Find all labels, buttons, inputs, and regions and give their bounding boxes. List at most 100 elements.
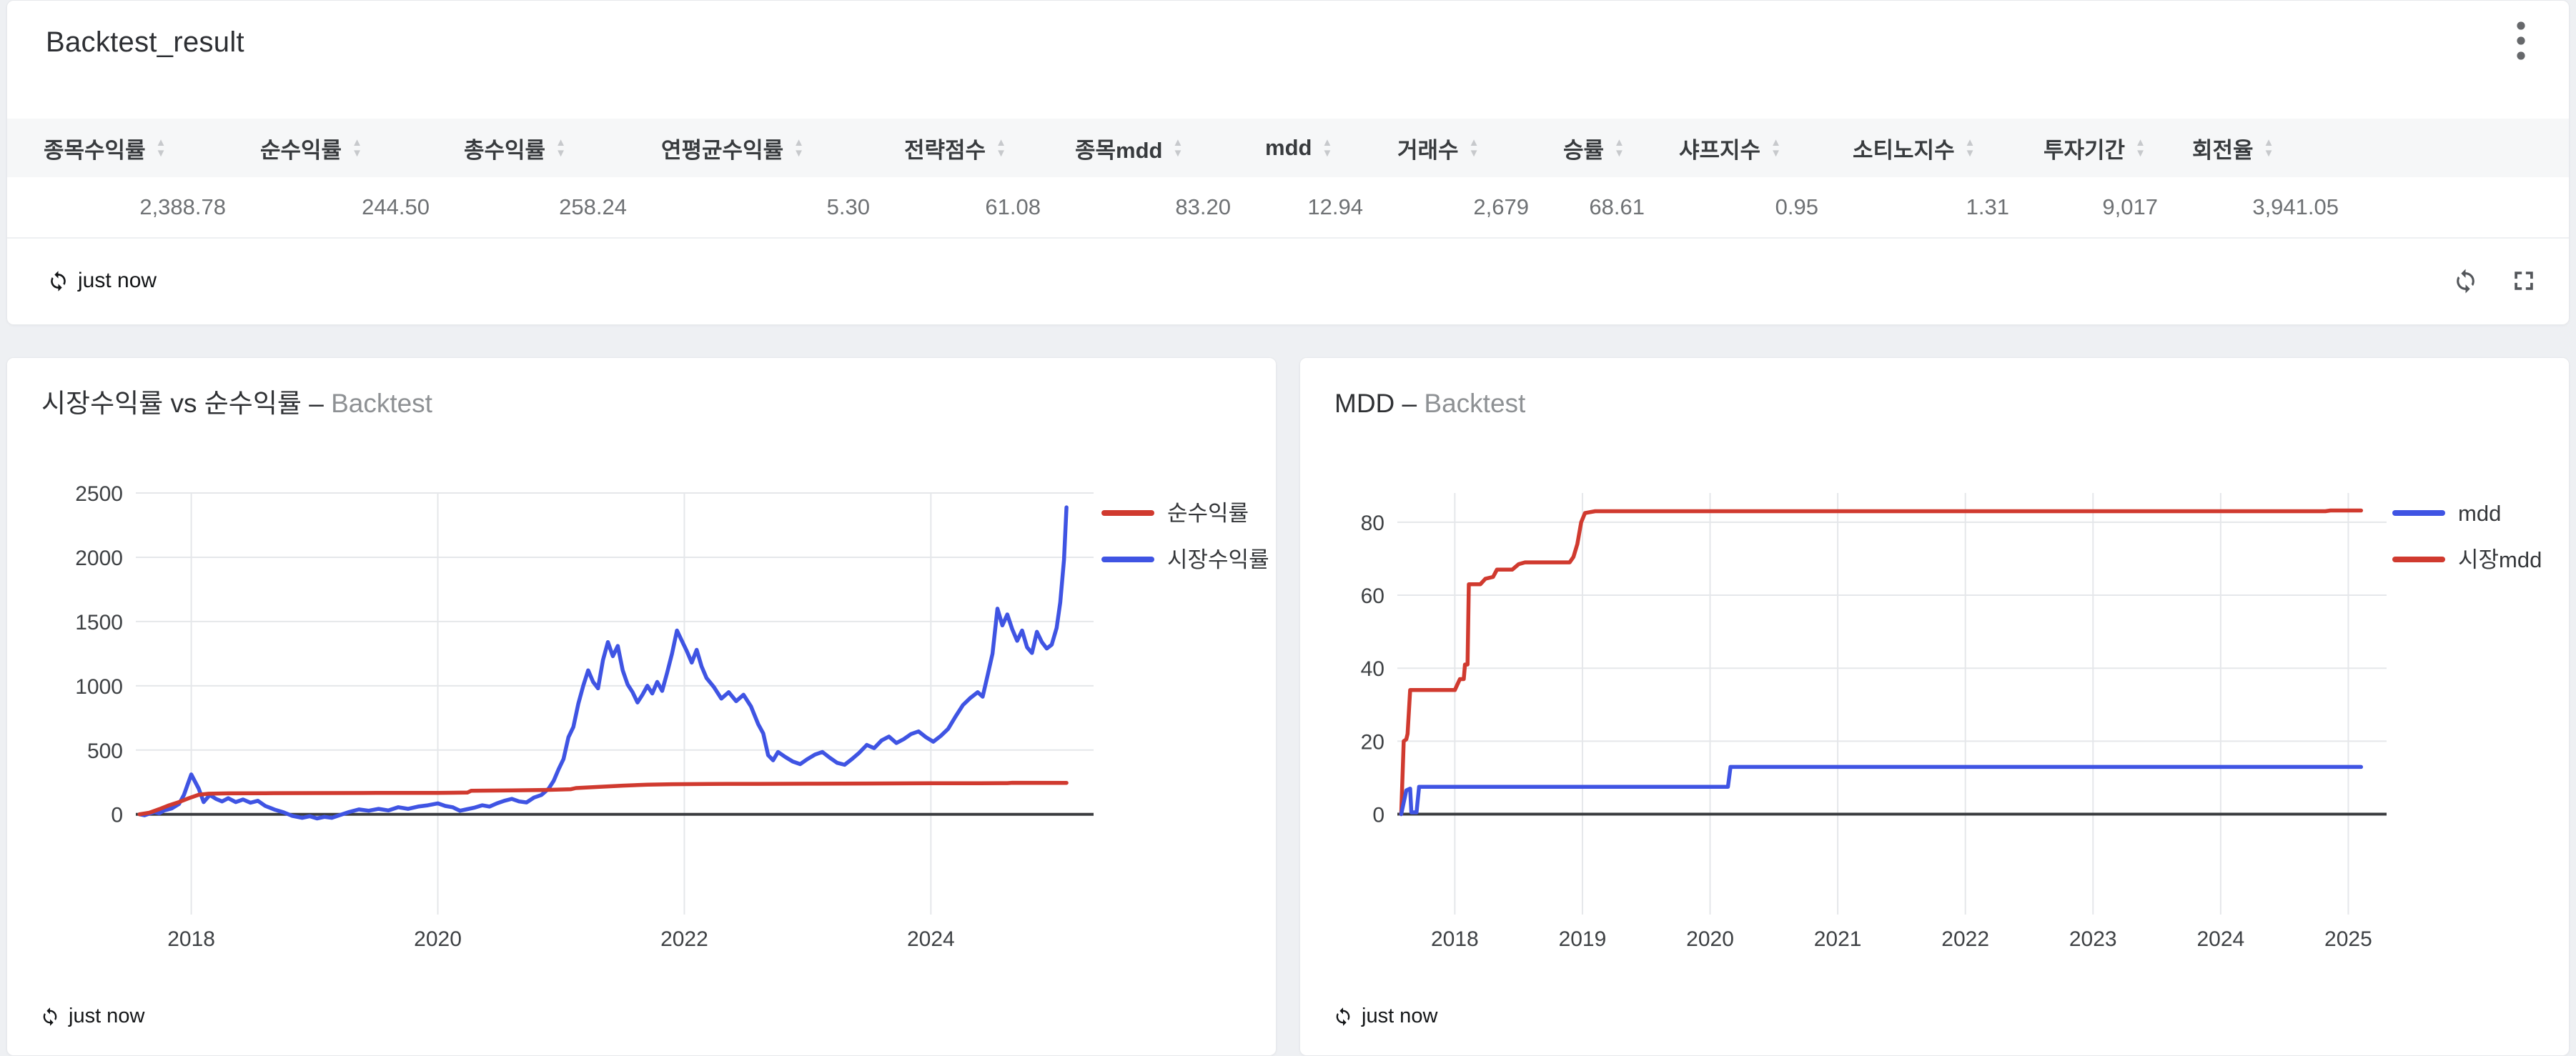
chart-title-separator: –	[309, 389, 324, 418]
series-line-순수익률	[137, 780, 1069, 817]
table-cell: 68.61	[1589, 194, 1645, 219]
refresh-icon[interactable]	[40, 1007, 60, 1027]
refresh-icon[interactable]	[1333, 1007, 1353, 1027]
y-tick-label: 1000	[75, 675, 123, 699]
column-header-label: 종목수익률	[44, 137, 146, 163]
last-refresh-label: just now	[69, 1005, 145, 1027]
refresh-icon[interactable]	[2452, 268, 2479, 294]
column-header-label: 회전율	[2192, 137, 2254, 163]
table-cell: 5.30	[826, 194, 870, 219]
x-tick-label: 2022	[1941, 927, 1989, 951]
table-cell: 12.94	[1307, 194, 1363, 219]
table-cell: 1.31	[1966, 194, 2009, 219]
series-line-mdd	[1399, 764, 2364, 817]
y-tick-label: 80	[1361, 512, 1384, 535]
legend-swatch	[2392, 557, 2445, 562]
x-tick-label: 2022	[660, 927, 708, 951]
x-tick-label: 2018	[167, 927, 215, 951]
returns-line-chart: 2018 2020 2022 2024 0 500 1000 1500 2000 2500 순수익률…	[75, 482, 1269, 951]
panel-menu-button[interactable]	[2503, 18, 2539, 64]
y-tick-label: 60	[1361, 584, 1384, 608]
y-tick-label: 20	[1361, 730, 1384, 754]
x-tick-label: 2019	[1559, 927, 1607, 951]
column-header-10[interactable]: 샤프지수 ▲ ▼	[1679, 132, 1853, 164]
last-refresh-label: just now	[78, 269, 157, 292]
x-tick-label: 2021	[1814, 927, 1862, 951]
mdd-line-chart: 2018 2019 2020 2021 2022 2023 2024 2025 0 20 40 60 8…	[1361, 493, 2542, 951]
sort-icon[interactable]: ▲ ▼	[352, 136, 362, 159]
column-header-7[interactable]: mdd ▲ ▼	[1265, 135, 1397, 161]
last-refresh: just now	[40, 1005, 144, 1028]
x-tick-label: 2018	[1431, 927, 1479, 951]
sort-icon[interactable]: ▲ ▼	[2263, 136, 2274, 159]
sort-icon[interactable]: ▲ ▼	[1322, 136, 1333, 159]
sort-icon[interactable]: ▲ ▼	[1964, 136, 1976, 159]
last-refresh: just now	[47, 269, 157, 293]
y-tick-label: 1500	[75, 611, 123, 634]
column-header-label: 순수익률	[260, 137, 342, 163]
column-header-label: 전략점수	[904, 137, 986, 163]
chart-legend: mdd 시장mdd	[2392, 501, 2542, 572]
chart-title-main: MDD	[1334, 389, 1395, 418]
sort-icon[interactable]: ▲ ▼	[555, 136, 566, 159]
column-header-11[interactable]: 소티노지수 ▲ ▼	[1853, 132, 2044, 164]
column-header-6[interactable]: 종목mdd ▲ ▼	[1075, 132, 1265, 164]
legend-swatch	[1101, 510, 1154, 516]
column-header-1[interactable]: 종목수익률 ▲ ▼	[44, 132, 260, 164]
column-header-12[interactable]: 투자기간 ▲ ▼	[2044, 132, 2192, 164]
panel-backtest-result: Backtest_result 종목수익률 ▲ ▼ 순수익률 ▲ ▼ 총수익률 ▲ ▼ 연평균수익…	[6, 0, 2570, 325]
sort-icon[interactable]: ▲ ▼	[1770, 136, 1781, 159]
x-tick-label: 2024	[907, 927, 955, 951]
legend-swatch	[1101, 557, 1154, 562]
column-header-9[interactable]: 승률 ▲ ▼	[1563, 132, 1679, 164]
sort-icon[interactable]: ▲ ▼	[793, 136, 804, 159]
x-tick-label: 2020	[1686, 927, 1734, 951]
y-tick-label: 0	[111, 804, 123, 827]
chart-title-separator: –	[1402, 389, 1417, 418]
sort-icon[interactable]: ▲ ▼	[996, 136, 1006, 159]
column-header-4[interactable]: 연평균수익률 ▲ ▼	[661, 132, 904, 164]
column-header-label: 승률	[1563, 137, 1605, 163]
column-header-label: 소티노지수	[1853, 137, 1955, 163]
refresh-icon[interactable]	[47, 270, 69, 292]
fullscreen-icon[interactable]	[2512, 269, 2536, 293]
column-header-label: 총수익률	[464, 137, 546, 163]
sort-icon[interactable]: ▲ ▼	[1172, 136, 1184, 159]
column-header-label: 거래수	[1397, 137, 1459, 163]
panel-footer-actions	[2452, 268, 2536, 294]
chart-title-main: 시장수익률 vs 순수익률	[41, 389, 302, 418]
y-tick-label: 40	[1361, 657, 1384, 681]
charts-row: 시장수익률 vs 순수익률 – Backtest 2018 2020 2022 202…	[6, 357, 2570, 1056]
panel-footer: just now	[7, 237, 2569, 324]
legend-label[interactable]: 시장mdd	[2458, 547, 2542, 572]
sort-icon[interactable]: ▲ ▼	[1614, 136, 1625, 159]
table-cell: 3,941.05	[2252, 194, 2339, 219]
sort-icon[interactable]: ▲ ▼	[2135, 136, 2146, 159]
x-tick-label: 2024	[2196, 927, 2244, 951]
table-cell: 61.08	[985, 194, 1041, 219]
sort-icon[interactable]: ▲ ▼	[155, 136, 167, 159]
y-tick-label: 2500	[75, 482, 123, 506]
chart-title-suffix: Backtest	[331, 389, 432, 418]
column-header-label: 투자기간	[2044, 137, 2126, 163]
table-cell: 2,388.78	[139, 194, 226, 219]
chart-card-returns: 시장수익률 vs 순수익률 – Backtest 2018 2020 2022 202…	[6, 357, 1277, 1056]
legend-label[interactable]: 시장수익률	[1167, 547, 1269, 572]
column-header-2[interactable]: 순수익률 ▲ ▼	[260, 132, 464, 164]
table-cell: 258.24	[559, 194, 627, 219]
column-header-5[interactable]: 전략점수 ▲ ▼	[904, 132, 1075, 164]
table-row: 2,388.78 244.50 258.24 5.30 61.08 83.20 12.94 2…	[7, 177, 2569, 239]
legend-label[interactable]: 순수익률	[1167, 501, 1249, 526]
sort-icon[interactable]: ▲ ▼	[1468, 136, 1480, 159]
column-header-3[interactable]: 총수익률 ▲ ▼	[464, 132, 661, 164]
column-header-8[interactable]: 거래수 ▲ ▼	[1397, 132, 1563, 164]
table-cell: 0.95	[1775, 194, 1818, 219]
table-cell: 9,017	[2102, 194, 2158, 219]
x-tick-label: 2025	[2324, 927, 2372, 951]
legend-label[interactable]: mdd	[2458, 501, 2501, 526]
x-tick-label: 2023	[2069, 927, 2117, 951]
column-header-label: mdd	[1265, 135, 1312, 160]
column-header-13[interactable]: 회전율 ▲ ▼	[2192, 132, 2373, 164]
legend-swatch	[2392, 510, 2445, 516]
